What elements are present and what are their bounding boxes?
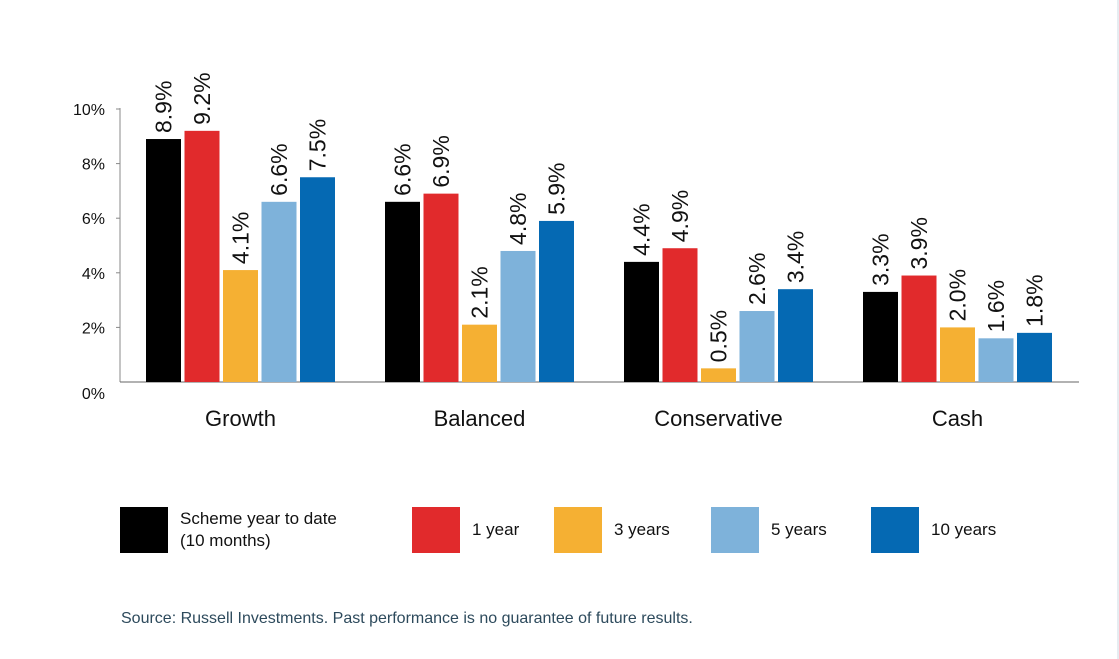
legend-swatch [412,507,460,553]
bar [261,201,297,382]
legend-swatch [120,507,168,553]
data-label: 1.8% [1022,274,1048,326]
legend-item: 5 years [711,507,827,553]
bar [701,368,736,382]
source-note: Source: Russell Investments. Past perfor… [121,610,693,627]
value-labels: 8.9% 6.6% 4.4% 3.3% 9.2% 6.9% 4.9% 3.9% 4.1% 2.1%… [151,72,1048,362]
bar [662,248,698,382]
data-label: 7.5% [305,119,331,171]
legend-label: Scheme year to date (10 months) [180,509,337,550]
data-label: 2.6% [744,253,770,305]
bar [146,139,181,382]
y-tick-label: 4% [82,266,105,283]
bar [739,311,775,382]
data-label: 1.6% [983,280,1009,332]
category-label: Growth [205,406,276,431]
legend-label: 1 year [472,520,520,539]
data-label: 2.1% [467,266,493,318]
category-label: Conservative [654,406,782,431]
data-label: 3.4% [783,231,809,283]
bar [385,201,420,382]
y-tick-label: 6% [82,211,105,228]
bar [500,250,536,382]
data-label: 3.3% [868,233,894,285]
legend-swatch [711,507,759,553]
legend-item: 3 years [554,507,670,553]
legend-item: Scheme year to date (10 months) [120,507,337,553]
data-label: 4.4% [629,203,655,255]
data-label: 6.6% [390,143,416,195]
data-label: 6.9% [428,135,454,187]
data-label: 0.5% [706,310,732,362]
bar [940,327,975,382]
y-tick-label: 8% [82,157,105,174]
y-tick-label: 2% [82,320,105,337]
legend-label: 5 years [771,520,827,539]
legend-item: 10 years [871,507,996,553]
bar [901,275,937,382]
category-label: Balanced [434,406,526,431]
legend-swatch [871,507,919,553]
bar [778,289,813,382]
bar [462,324,497,382]
bar-chart: 0% 2% 4% 6% 8% 10% Growth Balanced Conservative C… [73,72,1079,431]
bar [300,177,335,382]
bar [223,270,258,382]
axes: 0% 2% 4% 6% 8% 10% Growth Balanced Conservative C… [73,102,1079,431]
data-label: 9.2% [189,72,215,124]
data-label: 6.6% [266,143,292,195]
data-label: 4.8% [505,193,531,245]
legend-label: 10 years [931,520,997,539]
legend-label: 3 years [614,520,670,539]
bar [863,291,898,382]
bar [184,130,220,382]
data-label: 4.9% [667,190,693,242]
legend-item: 1 year [412,507,519,553]
bar [978,338,1014,382]
data-label: 5.9% [544,162,570,214]
data-label: 2.0% [945,269,971,321]
y-tick-label: 10% [73,102,105,119]
legend-swatch [554,507,602,553]
bars [146,130,1052,382]
data-label: 4.1% [228,212,254,264]
y-tick-label: 0% [82,386,105,403]
bar [1017,332,1052,382]
data-label: 3.9% [906,217,932,269]
bar [539,220,574,382]
category-label: Cash [932,406,983,431]
bar [423,193,459,382]
bar [624,261,659,382]
data-label: 8.9% [151,81,177,133]
